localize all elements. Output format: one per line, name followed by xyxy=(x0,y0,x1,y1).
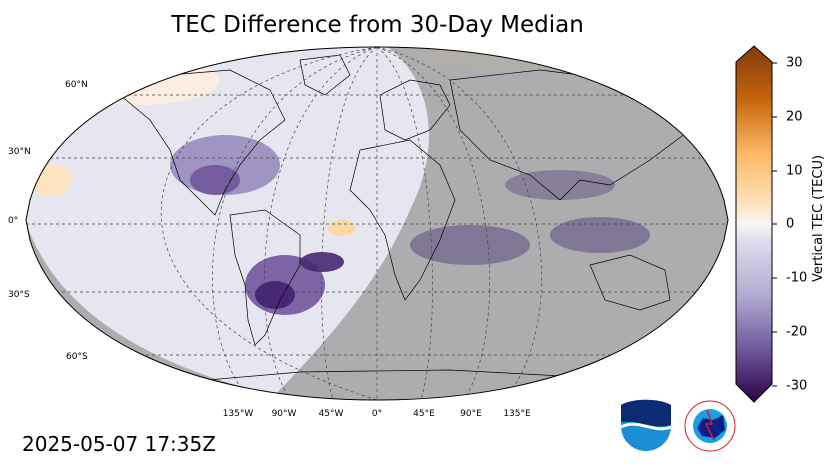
night-shade xyxy=(260,47,728,400)
lon-label-45e: 45°E xyxy=(413,409,435,419)
anomaly-sa-core xyxy=(255,281,295,309)
colorbar-tick: -10 xyxy=(786,270,808,286)
lat-label-eq: 0° xyxy=(8,216,19,226)
meridian-90 xyxy=(376,47,490,400)
lat-label-30n: 30°N xyxy=(8,147,31,157)
anomaly-pos-pac xyxy=(28,164,72,196)
meridian-m45 xyxy=(321,47,378,400)
lon-label-135e: 135°E xyxy=(503,409,531,419)
greenland xyxy=(299,54,351,96)
anomaly-na-core xyxy=(190,165,240,195)
colorbar-tick: -20 xyxy=(786,324,808,340)
nws-logo xyxy=(684,400,736,452)
australia xyxy=(589,254,671,311)
globe-outline xyxy=(25,46,729,401)
colorbar-tick: 10 xyxy=(786,163,803,179)
meridian-180w xyxy=(160,47,378,400)
north-america xyxy=(119,69,286,216)
meridian-m90 xyxy=(264,47,378,400)
timestamp: 2025-05-07 17:35Z xyxy=(22,432,216,456)
anomaly-africa xyxy=(410,225,530,265)
colorbar-tick: 20 xyxy=(786,109,803,125)
anomaly-pos-eq xyxy=(328,220,356,236)
anomaly-atl xyxy=(300,252,344,272)
africa xyxy=(349,139,456,301)
europe xyxy=(379,79,451,141)
lat-label-60s: 60°S xyxy=(66,352,88,362)
meridian-45 xyxy=(376,47,433,400)
south-america xyxy=(229,209,301,346)
anomaly-asia xyxy=(550,217,650,253)
colorbar xyxy=(735,45,777,403)
page-title: TEC Difference from 30-Day Median xyxy=(171,12,584,38)
colorbar-tick: 0 xyxy=(786,216,795,232)
noaa-logo xyxy=(620,399,672,451)
lat-label-30s: 30°S xyxy=(8,290,30,300)
lat-label-60n: 60°N xyxy=(65,80,88,90)
colorbar-tick: -30 xyxy=(786,378,808,394)
colorbar-bar xyxy=(735,45,773,403)
lon-label-90w: 90°W xyxy=(271,409,297,419)
lon-label-90e: 90°E xyxy=(460,409,482,419)
lon-label-135w: 135°W xyxy=(222,409,254,419)
lon-label-45w: 45°W xyxy=(318,409,344,419)
lon-label-0: 0° xyxy=(371,409,383,419)
colorbar-tick: 30 xyxy=(786,55,803,71)
